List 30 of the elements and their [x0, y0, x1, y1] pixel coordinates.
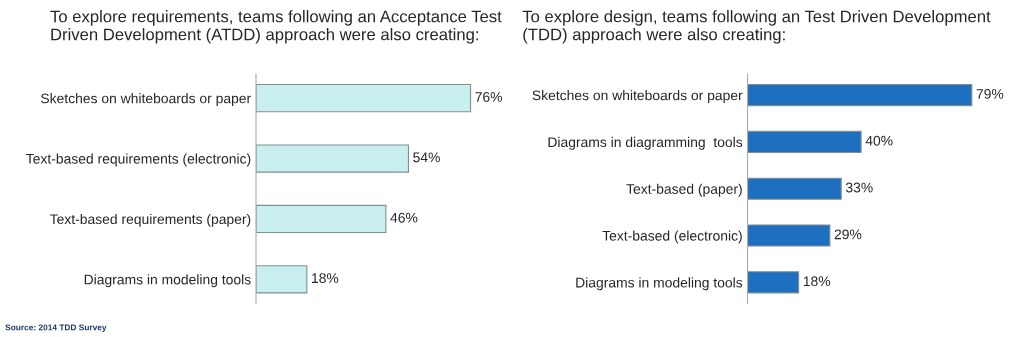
source-note: Source: 2014 TDD Survey [5, 324, 107, 332]
y-tick-label: Text-based (paper) [626, 183, 742, 197]
chart-title: To explore requirements, teams following an Acceptance Test Driven Development (ATDD) approach were also creating: [50, 10, 502, 44]
data-label: 18% [803, 276, 831, 287]
bar [256, 144, 410, 173]
bar [747, 271, 800, 294]
data-label: 18% [312, 273, 339, 284]
bar [747, 224, 831, 247]
y-tick-label: Text-based requirements (paper) [49, 213, 251, 227]
y-tick-label: Diagrams in modeling tools [84, 274, 251, 288]
data-label: 76% [475, 92, 503, 102]
bar [747, 177, 842, 200]
y-tick-label: Diagrams in modeling tools [576, 277, 743, 291]
data-label: 54% [413, 152, 440, 163]
data-label: 29% [834, 229, 862, 240]
bar [256, 204, 387, 234]
y-tick-label: Text-based (electronic) [602, 230, 742, 244]
bar [256, 84, 472, 113]
bar [747, 84, 973, 107]
data-label: 33% [845, 182, 873, 193]
y-tick-label: Text-based requirements (electronic) [26, 153, 251, 167]
y-tick-label: Sketches on whiteboards or paper [532, 90, 743, 103]
bar [256, 265, 308, 294]
bar [747, 130, 862, 153]
data-label: 40% [865, 135, 893, 146]
data-label: 46% [390, 212, 418, 223]
y-tick-label: Diagrams in diagramming tools [548, 136, 743, 150]
chart-title: To explore design, teams following an Test Driven Development (TDD) approach were also creating: [522, 10, 991, 44]
y-tick-label: Sketches on whiteboards or paper [41, 93, 251, 107]
data-label: 79% [976, 88, 1004, 99]
